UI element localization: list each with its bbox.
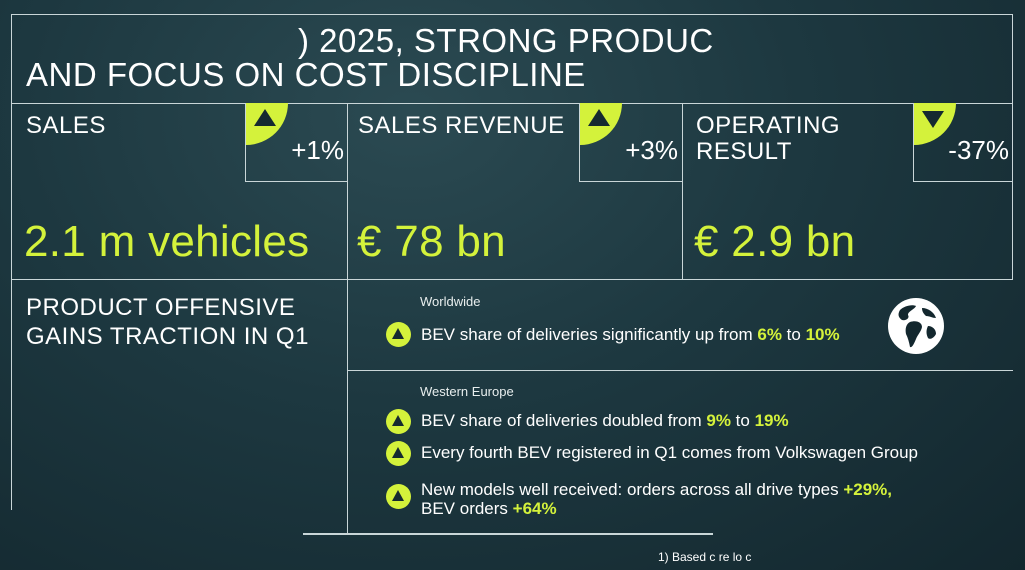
up-triangle-icon (580, 103, 622, 145)
kpi-change-box-revenue: +3% (579, 103, 682, 182)
bullet-we-new-models: New models well received: orders across … (386, 480, 892, 518)
kpi-change-sales: +1% (291, 135, 344, 165)
product-heading-line1: PRODUCT OFFENSIVE (26, 294, 296, 321)
kpi-change-box-sales: +1% (245, 103, 348, 182)
up-bullet-icon (386, 322, 411, 347)
bullet-text: BEV share of deliveries doubled from 9% … (421, 411, 789, 430)
bullet-we-fourth-bev: Every fourth BEV registered in Q1 comes … (386, 441, 918, 466)
kpi-value-revenue: € 78 bn (357, 217, 506, 266)
title-line-1: ) 2025, STRONG PRODUC (298, 22, 714, 59)
bullet-we-bev-share: BEV share of deliveries doubled from 9% … (386, 409, 789, 434)
product-heading: PRODUCT OFFENSIVE GAINS TRACTION IN Q1 (26, 293, 309, 351)
product-heading-line2: GAINS TRACTION IN Q1 (26, 323, 309, 350)
footnote: 1) Based c re lo c (658, 550, 752, 564)
kpi-change-box-operating: -37% (913, 103, 1013, 182)
globe-icon (888, 298, 944, 354)
kpi-label-operating: OPERATING RESULT (696, 113, 840, 165)
kpi-divider-2 (682, 103, 683, 279)
kpi-change-revenue: +3% (625, 135, 678, 165)
bullet-worldwide-bev: BEV share of deliveries significantly up… (386, 322, 840, 347)
up-bullet-icon (386, 484, 411, 509)
bullet-text: New models well received: orders across … (421, 480, 893, 518)
kpi-bottom-divider (11, 279, 1013, 280)
kpi-label-operating-line2: RESULT (696, 138, 792, 165)
title-line-2: AND FOCUS ON COST DISCIPLINE (26, 56, 586, 93)
up-bullet-icon (386, 441, 411, 466)
region-worldwide: Worldwide (420, 294, 481, 309)
region-divider (347, 370, 1013, 371)
kpi-value-sales: 2.1 m vehicles (24, 217, 310, 266)
kpi-label-sales: SALES (26, 112, 106, 139)
frame-top (11, 14, 1013, 15)
bullet-text: Every fourth BEV registered in Q1 comes … (421, 443, 919, 462)
kpi-divider-1 (347, 103, 348, 533)
kpi-value-operating: € 2.9 bn (694, 217, 856, 266)
kpi-label-operating-line1: OPERATING (696, 112, 841, 139)
frame-right (1012, 14, 1013, 280)
kpi-label-revenue: SALES REVENUE (358, 112, 565, 139)
bottom-rule (303, 533, 713, 535)
down-triangle-icon (914, 103, 956, 145)
up-triangle-icon (246, 103, 288, 145)
header-divider (11, 103, 1013, 104)
region-western-europe: Western Europe (420, 384, 514, 399)
kpi-change-operating: -37% (948, 135, 1009, 165)
up-bullet-icon (386, 409, 411, 434)
frame-left (11, 14, 12, 510)
bullet-text: BEV share of deliveries significantly up… (421, 325, 840, 344)
